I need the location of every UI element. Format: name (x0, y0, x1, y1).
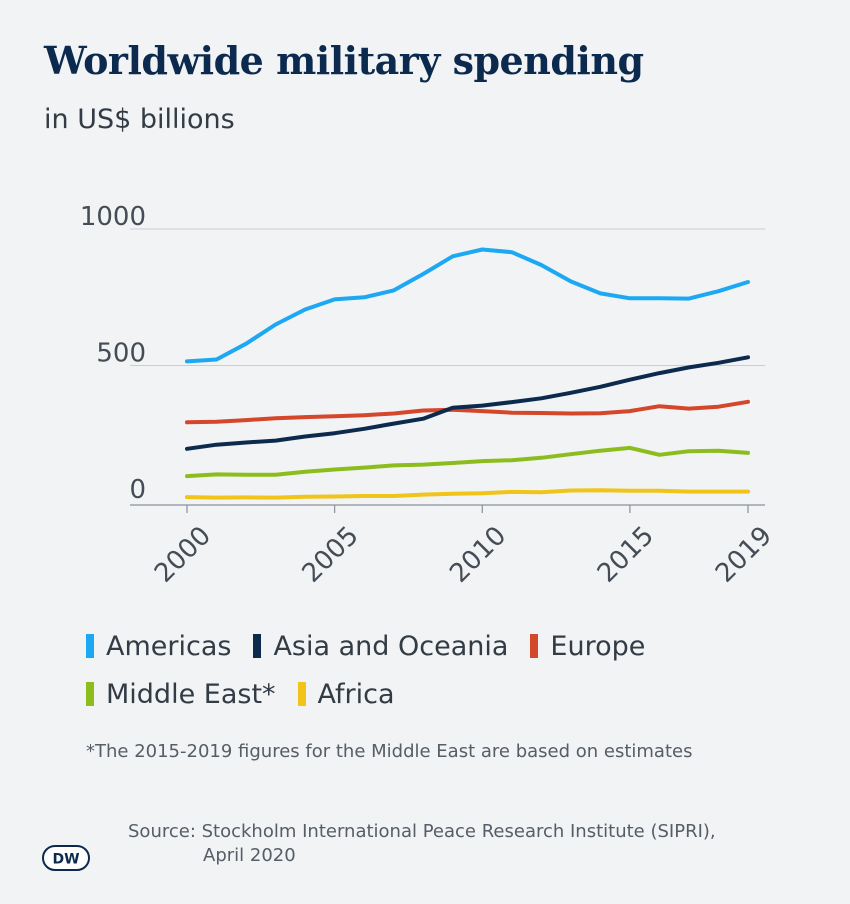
source-line-2: April 2020 (203, 845, 296, 866)
legend-item-middle-east: Middle East* (86, 679, 276, 710)
legend: Americas Asia and Oceania Europe Middle … (86, 622, 667, 718)
legend-swatch-americas (86, 634, 94, 658)
legend-label-asia-oceania: Asia and Oceania (273, 630, 509, 662)
x-tick-label-2019: 2019 (710, 521, 778, 589)
legend-row-2: Middle East* Africa (86, 670, 667, 718)
source-note: Source: Stockholm International Peace Re… (128, 820, 788, 868)
chart-subtitle: in US$ billions (44, 104, 235, 135)
legend-swatch-europe (530, 634, 539, 658)
series-line-asia-and-oceania (185, 355, 750, 451)
tick-labels: 0 500 1000 2000 2005 2010 2015 2019 (80, 202, 778, 589)
legend-item-americas: Americas (86, 631, 231, 662)
x-tick-label-2015: 2015 (592, 521, 660, 589)
logo-text: DW (52, 852, 79, 868)
x-tick-label-2005: 2005 (297, 521, 365, 589)
legend-swatch-middle-east (86, 682, 94, 706)
gridlines (130, 228, 765, 366)
legend-label-europe: Europe (550, 630, 646, 662)
legend-item-africa: Africa (297, 678, 395, 710)
source-line-1: Source: Stockholm International Peace Re… (128, 821, 716, 842)
series-lines (185, 247, 750, 500)
legend-item-asia-oceania: Asia and Oceania (253, 631, 508, 662)
legend-swatch-asia-oceania (253, 634, 262, 658)
x-tick-label-2000: 2000 (149, 521, 217, 589)
dw-logo: DW (42, 845, 90, 871)
y-tick-label-500: 500 (96, 339, 146, 369)
series-line-africa (185, 488, 750, 500)
footnote: *The 2015-2019 figures for the Middle Ea… (86, 741, 693, 762)
y-tick-label-1000: 1000 (80, 202, 146, 232)
legend-label-africa: Africa (317, 678, 395, 710)
legend-row-1: Americas Asia and Oceania Europe (86, 622, 667, 670)
legend-label-middle-east: Middle East* (106, 678, 276, 710)
legend-item-europe: Europe (530, 631, 645, 662)
y-tick-label-0: 0 (129, 475, 146, 505)
x-tick-label-2010: 2010 (444, 521, 512, 589)
series-line-europe (185, 399, 750, 425)
legend-swatch-africa (297, 682, 306, 706)
legend-label-americas: Americas (106, 630, 232, 662)
chart-title: Worldwide military spending (44, 38, 644, 83)
axis (130, 504, 765, 513)
series-line-americas (185, 247, 750, 364)
series-line-middle-east (185, 445, 750, 479)
